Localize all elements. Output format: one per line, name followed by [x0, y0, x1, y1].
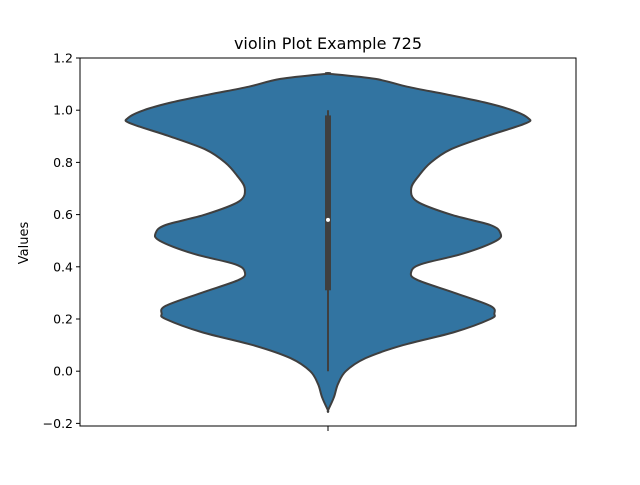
plot-area	[124, 72, 532, 413]
violin-median-dot	[326, 217, 330, 222]
violin-iqr-box	[325, 115, 331, 291]
y-tick-label: 1.0	[53, 103, 73, 118]
y-axis: −0.2 0.0 0.2 0.4 0.6 0.8 1.0 1.2	[43, 51, 80, 431]
y-axis-label: Values	[17, 222, 32, 265]
chart-title: violin Plot Example 725	[234, 34, 422, 53]
y-tick-label: 0.0	[53, 364, 73, 379]
y-tick-label: 1.2	[53, 51, 73, 66]
y-tick-label: 0.8	[53, 155, 73, 170]
y-tick-label: −0.2	[43, 416, 73, 431]
y-tick-label: 0.4	[53, 259, 73, 274]
y-tick-label: 0.2	[53, 311, 73, 326]
y-tick-label: 0.6	[53, 207, 73, 222]
